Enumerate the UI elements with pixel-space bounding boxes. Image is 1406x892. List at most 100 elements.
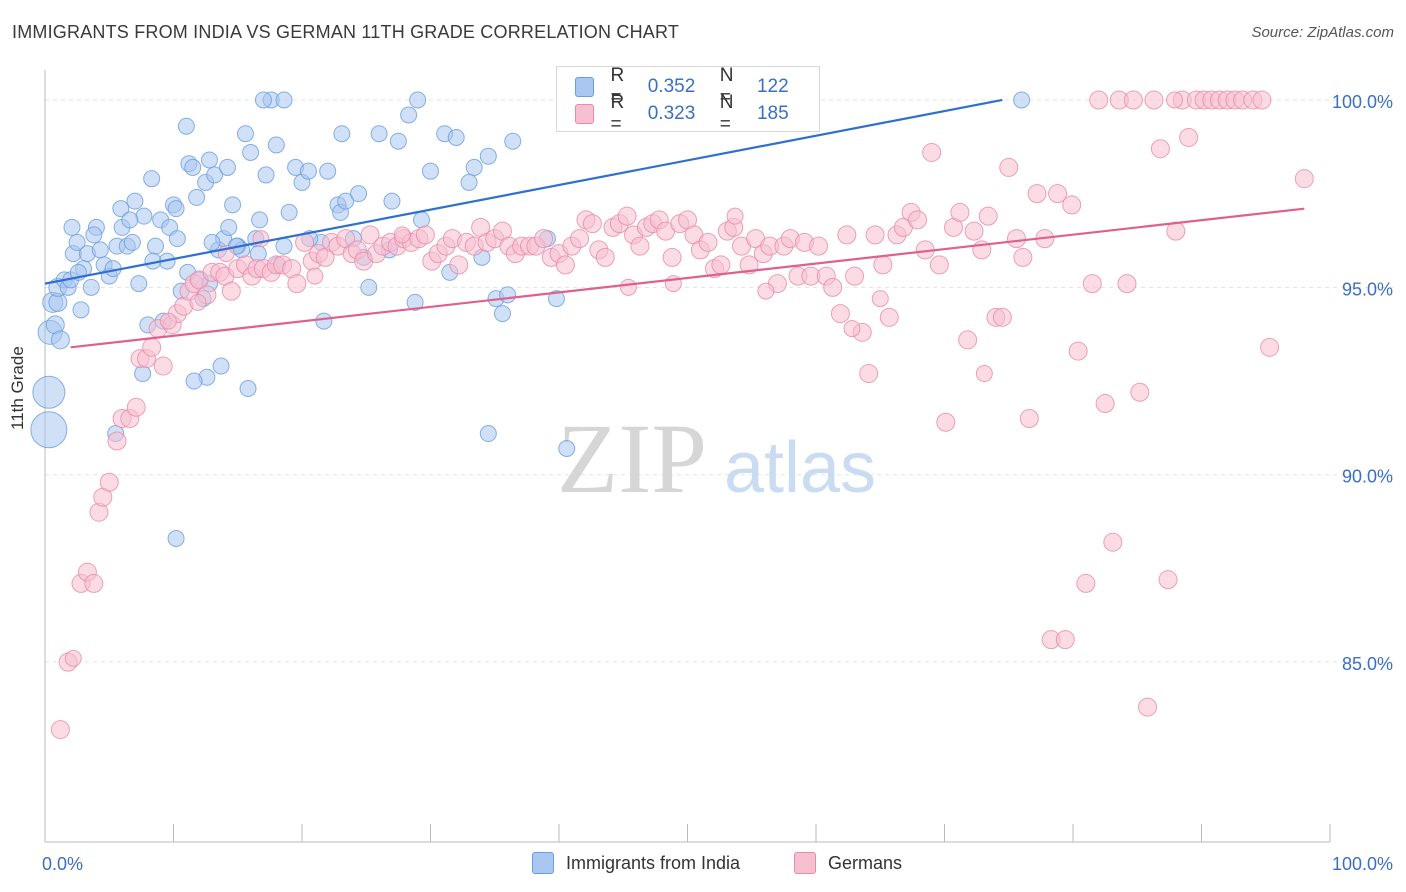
legend-row-india: R = 0.352 N = 122 bbox=[575, 65, 819, 108]
data-point-germans bbox=[843, 320, 861, 338]
data-point-germans bbox=[555, 255, 575, 275]
data-point-germans bbox=[153, 356, 173, 376]
data-point-germans bbox=[950, 202, 970, 222]
data-point-india bbox=[220, 218, 238, 236]
watermark-atlas: atlas bbox=[724, 428, 876, 508]
chart-title: IMMIGRANTS FROM INDIA VS GERMAN 11TH GRA… bbox=[12, 22, 680, 42]
data-point-germans bbox=[1062, 195, 1082, 215]
legend-r-value: 0.323 bbox=[647, 103, 696, 124]
legend-row-germans: R = 0.323 N = 185 bbox=[575, 92, 819, 135]
data-point-germans bbox=[1294, 169, 1314, 189]
legend-swatch-india bbox=[575, 77, 595, 97]
data-point-india bbox=[254, 91, 272, 109]
data-point-germans bbox=[662, 247, 682, 267]
data-point-india bbox=[333, 125, 351, 143]
data-point-india bbox=[224, 196, 242, 214]
data-point-germans bbox=[978, 206, 998, 226]
data-point-india bbox=[134, 365, 152, 383]
y-tick-label: 95.0% bbox=[1342, 279, 1393, 299]
data-point-india bbox=[409, 91, 427, 109]
series-label-india: Immigrants from India bbox=[566, 852, 741, 873]
data-point-india bbox=[280, 203, 298, 221]
data-point-germans bbox=[142, 337, 162, 357]
trend-lines bbox=[44, 98, 1305, 349]
data-point-germans bbox=[879, 307, 899, 327]
data-point-germans bbox=[1166, 91, 1184, 109]
x-tick-labels: 0.0% 100.0% bbox=[42, 854, 1393, 874]
data-point-germans bbox=[189, 293, 207, 311]
data-point-india bbox=[177, 117, 195, 135]
data-point-germans bbox=[306, 267, 324, 285]
data-point-germans bbox=[873, 255, 893, 275]
data-point-germans bbox=[1019, 409, 1039, 429]
data-point-germans bbox=[908, 210, 928, 230]
data-point-india bbox=[1013, 91, 1031, 109]
data-point-india bbox=[547, 290, 565, 308]
x-tick-label-min: 0.0% bbox=[42, 854, 83, 874]
data-point-germans bbox=[871, 290, 889, 308]
data-point-germans bbox=[929, 255, 949, 275]
legend-r-value: 0.352 bbox=[647, 76, 696, 97]
data-point-india bbox=[479, 147, 497, 165]
data-point-germans bbox=[992, 307, 1012, 327]
data-point-germans bbox=[1144, 90, 1164, 110]
data-point-germans bbox=[757, 282, 775, 300]
series-swatch-germans bbox=[794, 852, 816, 874]
data-point-india bbox=[184, 158, 202, 176]
data-point-germans bbox=[859, 364, 879, 384]
data-point-india bbox=[143, 170, 161, 188]
data-point-germans bbox=[809, 236, 829, 256]
data-point-germans bbox=[711, 255, 731, 275]
legend-r-label: R = bbox=[610, 92, 625, 135]
data-point-india bbox=[242, 143, 260, 161]
data-point-india bbox=[212, 357, 230, 375]
data-point-germans bbox=[1082, 274, 1102, 294]
data-point-india bbox=[167, 529, 185, 547]
data-point-india bbox=[558, 440, 576, 458]
data-point-germans bbox=[975, 365, 993, 383]
y-tick-label: 85.0% bbox=[1342, 654, 1393, 674]
data-point-germans bbox=[595, 247, 615, 267]
data-point-germans bbox=[1055, 630, 1075, 650]
data-point-germans bbox=[1068, 341, 1088, 361]
data-point-germans bbox=[1027, 184, 1047, 204]
data-point-germans bbox=[1158, 570, 1178, 590]
data-point-india bbox=[68, 233, 86, 251]
data-point-india bbox=[275, 237, 293, 255]
data-point-germans bbox=[1089, 90, 1109, 110]
x-tick-label-max: 100.0% bbox=[1332, 854, 1393, 874]
data-point-india bbox=[504, 132, 522, 150]
data-point-india bbox=[275, 91, 293, 109]
data-point-india bbox=[460, 173, 478, 191]
data-point-india bbox=[400, 106, 418, 124]
data-point-germans bbox=[1117, 274, 1137, 294]
data-point-india bbox=[370, 125, 388, 143]
data-point-india bbox=[185, 372, 203, 390]
data-point-germans bbox=[964, 221, 984, 241]
data-point-germans bbox=[726, 207, 744, 225]
y-tick-label: 90.0% bbox=[1342, 467, 1393, 487]
data-point-germans bbox=[617, 206, 637, 226]
series-swatch-india bbox=[532, 852, 554, 874]
data-point-india bbox=[218, 158, 236, 176]
data-point-germans bbox=[823, 277, 843, 297]
data-point-india bbox=[413, 211, 431, 229]
data-point-germans bbox=[1179, 127, 1199, 147]
data-point-germans bbox=[50, 720, 70, 740]
data-point-germans bbox=[1095, 394, 1115, 414]
data-point-germans bbox=[845, 266, 865, 286]
data-point-india bbox=[188, 188, 206, 206]
data-point-india bbox=[121, 211, 139, 229]
data-point-germans bbox=[582, 214, 602, 234]
y-tick-labels: 85.0% 90.0% 95.0% 100.0% bbox=[1332, 92, 1393, 674]
data-point-india bbox=[203, 233, 221, 251]
legend-n-label: N = bbox=[719, 92, 734, 135]
data-point-india bbox=[319, 162, 337, 180]
data-point-germans bbox=[958, 330, 978, 350]
data-point-india bbox=[239, 380, 257, 398]
data-point-india bbox=[499, 286, 517, 304]
data-point-germans bbox=[393, 226, 411, 244]
data-point-germans bbox=[64, 649, 82, 667]
data-point-india bbox=[63, 218, 81, 236]
